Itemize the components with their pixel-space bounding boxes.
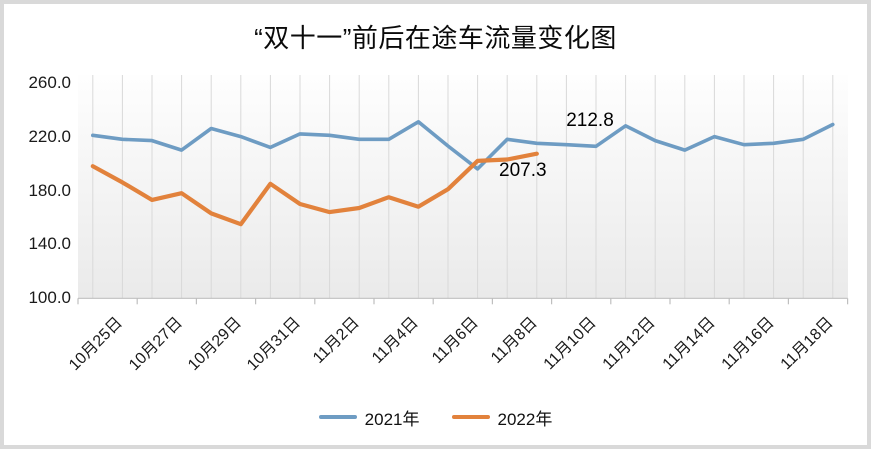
legend-item-2022: 2022年	[451, 405, 553, 430]
series-line-2021年	[91, 120, 835, 171]
legend-line-swatch-2022	[451, 415, 490, 419]
legend-line-swatch-2021	[318, 415, 357, 419]
legend-item-2021: 2021年	[318, 405, 420, 430]
legend-label-2022: 2022年	[497, 409, 553, 429]
plot-area-background	[78, 75, 848, 299]
chart-title: “双十一”前后在途车流量变化图	[254, 23, 617, 53]
legend: 2021年 2022年	[0, 402, 871, 432]
legend-label-2021: 2021年	[364, 409, 420, 429]
series-line-2022年	[90, 151, 539, 227]
